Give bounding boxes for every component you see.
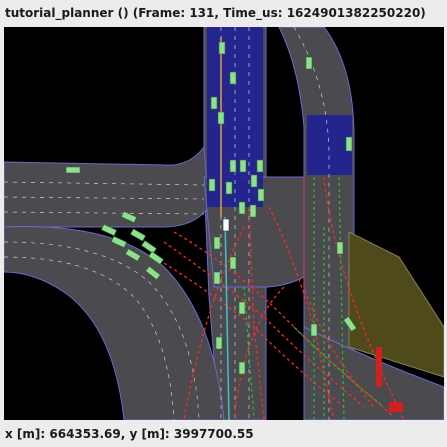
agent-vehicle: [145, 265, 161, 281]
agent-vehicle: [310, 323, 318, 337]
agent-vehicle: [238, 201, 246, 215]
green-predicted-paths: [243, 176, 385, 420]
lower-right-road: [303, 326, 444, 420]
agent-vehicle: [239, 159, 247, 173]
agent-vehicle: [250, 174, 258, 188]
agent-vehicle: [345, 136, 353, 152]
ego-planned-line: [224, 216, 230, 420]
stop-bar: [376, 347, 382, 387]
stop-bar: [389, 402, 403, 412]
ego-vehicle-icon: [222, 218, 230, 232]
agent-vehicle: [213, 236, 221, 250]
map-scene[interactable]: [4, 27, 444, 420]
agent-vehicle: [343, 316, 357, 332]
cursor-coordinates: x [m]: 664353.69, y [m]: 3997700.55: [0, 422, 447, 447]
left-horizontal-road: [4, 145, 210, 228]
agent-vehicle: [225, 181, 233, 195]
map-viewport[interactable]: [4, 27, 444, 420]
agent-vehicle: [130, 228, 146, 242]
agent-vehicle: [257, 188, 265, 202]
agent-vehicle: [148, 251, 164, 265]
agent-vehicle: [229, 256, 237, 270]
agent-vehicle: [229, 71, 237, 85]
agent-vehicle: [213, 271, 221, 285]
agent-vehicle: [217, 111, 225, 125]
agent-vehicle: [249, 204, 257, 218]
agent-vehicle: [238, 361, 246, 375]
agent-vehicles: [65, 41, 357, 375]
agent-vehicle: [125, 248, 141, 262]
agent-vehicle: [100, 223, 118, 237]
agent-vehicle: [120, 210, 138, 224]
agent-vehicle: [141, 240, 157, 254]
agent-vehicle: [256, 159, 264, 173]
crosswalk-right: [307, 115, 352, 175]
agent-vehicle: [208, 178, 216, 192]
agent-vehicle: [215, 336, 223, 350]
agent-vehicle: [229, 159, 237, 173]
agent-vehicle: [336, 241, 344, 255]
agent-vehicle: [65, 166, 81, 174]
agent-vehicle: [305, 56, 313, 70]
agent-vehicle: [110, 235, 128, 249]
stop-bars: [376, 347, 403, 412]
agent-vehicle: [218, 41, 226, 55]
agent-vehicle: [238, 301, 246, 315]
red-predicted-paths: [153, 176, 405, 420]
agent-vehicle: [210, 96, 218, 110]
sweeping-curve-road: [4, 226, 225, 420]
window-title: tutorial_planner () (Frame: 131, Time_us…: [0, 0, 447, 27]
